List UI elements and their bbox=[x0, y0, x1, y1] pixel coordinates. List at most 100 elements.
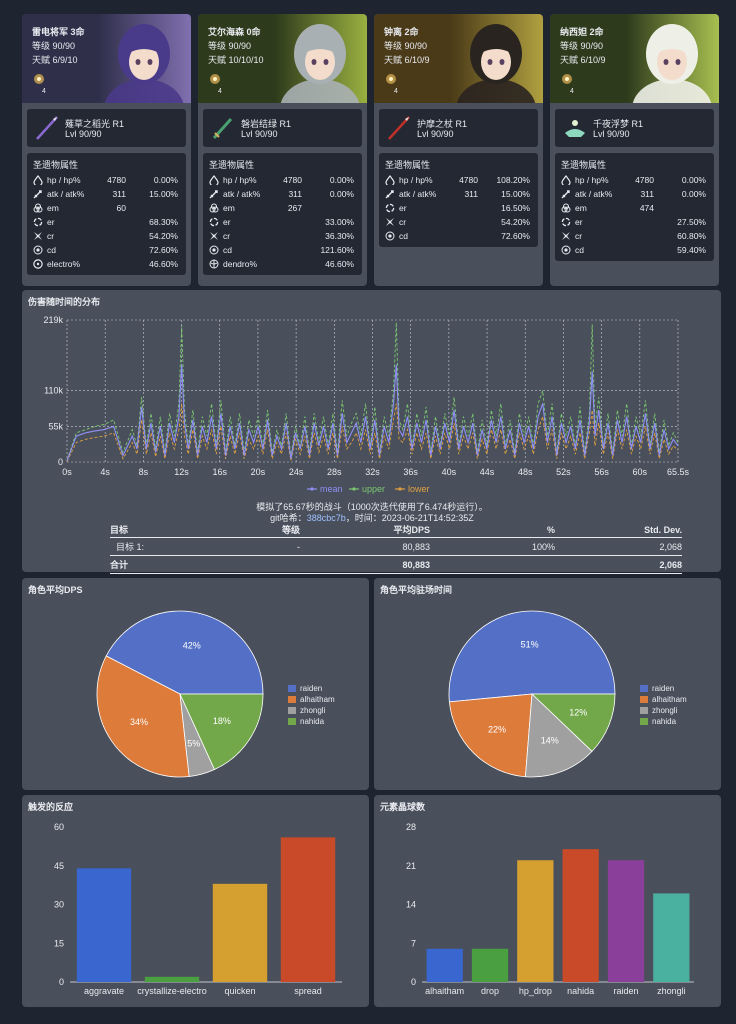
stat-percent-value: 60.80% bbox=[677, 231, 706, 241]
stat-row: cd 72.60% bbox=[385, 229, 532, 243]
legend-swatch bbox=[640, 718, 648, 725]
git-hash-link[interactable]: 388cbc7b bbox=[306, 513, 346, 523]
energy-title: 元素晶球数 bbox=[380, 802, 426, 812]
stat-flat-value: 311 bbox=[464, 189, 478, 199]
legend-item-nahida: nahida bbox=[640, 716, 687, 727]
pie-slice-raiden bbox=[105, 610, 264, 695]
stat-row: atk / atk% 311 0.00% bbox=[209, 187, 356, 201]
character-level: 等级 90/90 bbox=[560, 41, 604, 51]
x-category-label: raiden bbox=[613, 986, 638, 996]
stat-row: er 27.50% bbox=[561, 215, 708, 229]
artifact-stats-box: 圣遗物属性 hp / hp% 4780 108.20% atk / atk% 3… bbox=[379, 153, 538, 247]
stat-label: cr bbox=[47, 231, 55, 241]
x-tick-label: 8s bbox=[139, 467, 149, 477]
legend-item-raiden: raiden bbox=[640, 683, 687, 694]
pie-value-label: 34% bbox=[130, 717, 148, 727]
bar-crystallize-electro bbox=[144, 976, 200, 982]
stat-row: hp / hp% 4780 0.00% bbox=[561, 173, 708, 187]
stat-label: cd bbox=[223, 245, 232, 255]
field-time-panel: 角色平均驻场时间 51% 22% 14% 12% raiden alhaitham zho… bbox=[374, 578, 721, 790]
stat-row: er 68.30% bbox=[33, 215, 180, 229]
character-info: 纳西妲 2命 等级 90/90 天赋 6/10/9 bbox=[560, 25, 606, 67]
stat-label: hp / hp% bbox=[47, 175, 81, 185]
legend-dot bbox=[352, 487, 356, 491]
stat-percent-value: 0.00% bbox=[329, 189, 354, 199]
x-category-label: zhongli bbox=[657, 986, 686, 996]
stat-percent-value: 68.30% bbox=[149, 217, 178, 227]
pie-slice-alhaitham bbox=[96, 655, 190, 778]
stat-row: em 474 bbox=[561, 201, 708, 215]
stat-row: er 16.50% bbox=[385, 201, 532, 215]
pie-slice-alhaitham bbox=[448, 693, 533, 778]
stat-percent-value: 0.00% bbox=[681, 189, 706, 199]
stat-row: em 267 bbox=[209, 201, 356, 215]
x-tick-label: 52s bbox=[556, 467, 571, 477]
bar-alhaitham bbox=[426, 948, 463, 982]
stat-label: electro% bbox=[47, 259, 81, 269]
character-card: 雷电将军 3命 等级 90/90 天赋 6/9/10 4 薙草之稻光 R1 Lv… bbox=[22, 14, 191, 286]
character-level: 等级 90/90 bbox=[32, 41, 76, 51]
stat-label: er bbox=[399, 203, 407, 213]
y-tick-label: 0 bbox=[411, 977, 416, 987]
x-tick-label: 56s bbox=[594, 467, 609, 477]
x-tick-label: 40s bbox=[442, 467, 457, 477]
character-talent: 天赋 6/10/9 bbox=[384, 55, 430, 65]
sim-summary-text: 模拟了65.67秒的战斗（1000次迭代使用了6.474秒运行）。 bbox=[256, 502, 488, 512]
legend-item-alhaitham: alhaitham bbox=[288, 694, 335, 705]
stat-flat-value: 267 bbox=[287, 203, 302, 213]
col-std-dev: Std. Dev. bbox=[555, 522, 682, 538]
stat-row: em 60 bbox=[33, 201, 180, 215]
legend-dot bbox=[398, 487, 402, 491]
constellation-count: 4 bbox=[394, 88, 398, 95]
reactions-title: 触发的反应 bbox=[28, 802, 74, 812]
x-tick-label: 60s bbox=[633, 467, 648, 477]
cell-total-percent bbox=[430, 555, 555, 574]
y-tick-label: 15 bbox=[54, 938, 64, 948]
artifact-stats-title: 圣遗物属性 bbox=[561, 160, 607, 170]
stat-label: em bbox=[47, 203, 59, 213]
stat-flat-value: 4780 bbox=[635, 175, 654, 185]
stat-percent-value: 121.60% bbox=[320, 245, 354, 255]
stat-row: er 33.00% bbox=[209, 215, 356, 229]
cell-percent: 100% bbox=[531, 541, 555, 552]
weapon-box: 千夜浮梦 R1 Lvl 90/90 bbox=[555, 109, 714, 147]
dps-result-table: 目标 等级 平均DPS % Std. Dev. 目标 1: - 80,883 1… bbox=[110, 522, 682, 574]
cell-target: 目标 1: bbox=[116, 542, 145, 552]
stat-percent-value: 27.50% bbox=[677, 217, 706, 227]
er-icon bbox=[209, 217, 219, 227]
character-name: 钟离 2命 bbox=[384, 27, 419, 37]
em-icon bbox=[209, 203, 219, 213]
stat-label: atk / atk% bbox=[47, 189, 85, 199]
legend-label: zhongli bbox=[300, 706, 326, 715]
stat-label: cr bbox=[575, 231, 583, 241]
series-line-lower bbox=[66, 403, 679, 462]
stat-row: cr 54.20% bbox=[33, 229, 180, 243]
stat-percent-value: 36.30% bbox=[325, 231, 354, 241]
bar-zhongli bbox=[653, 893, 690, 982]
stat-percent-value: 0.00% bbox=[153, 175, 178, 185]
stat-percent-value: 0.00% bbox=[681, 175, 706, 185]
y-tick-label: 7 bbox=[411, 938, 416, 948]
x-tick-label: 20s bbox=[251, 467, 266, 477]
pie-slice-nahida bbox=[531, 693, 616, 752]
y-tick-label: 28 bbox=[406, 822, 416, 832]
y-tick-label: 0 bbox=[58, 457, 63, 467]
bar-spread bbox=[280, 837, 336, 982]
atk-icon bbox=[561, 190, 570, 199]
legend-item-nahida: nahida bbox=[288, 716, 335, 727]
character-banner: 纳西妲 2命 等级 90/90 天赋 6/10/9 4 bbox=[550, 14, 719, 103]
table-header-row: 目标 等级 平均DPS % Std. Dev. bbox=[110, 522, 682, 538]
stat-percent-value: 15.00% bbox=[149, 189, 178, 199]
legend-label: upper bbox=[362, 484, 385, 494]
pie-value-label: 12% bbox=[569, 708, 587, 718]
legend-label: zhongli bbox=[652, 706, 678, 715]
hp-icon bbox=[385, 175, 395, 185]
x-tick-label: 12s bbox=[174, 467, 189, 477]
stat-flat-value: 4780 bbox=[459, 175, 478, 185]
legend-swatch bbox=[288, 696, 296, 703]
stat-flat-value: 311 bbox=[112, 189, 126, 199]
weapon-box: 薙草之稻光 R1 Lvl 90/90 bbox=[27, 109, 186, 147]
polearm-icon bbox=[388, 116, 410, 140]
series-line-mean bbox=[66, 364, 679, 461]
artifact-stats-box: 圣遗物属性 hp / hp% 4780 0.00% atk / atk% 311… bbox=[555, 153, 714, 261]
